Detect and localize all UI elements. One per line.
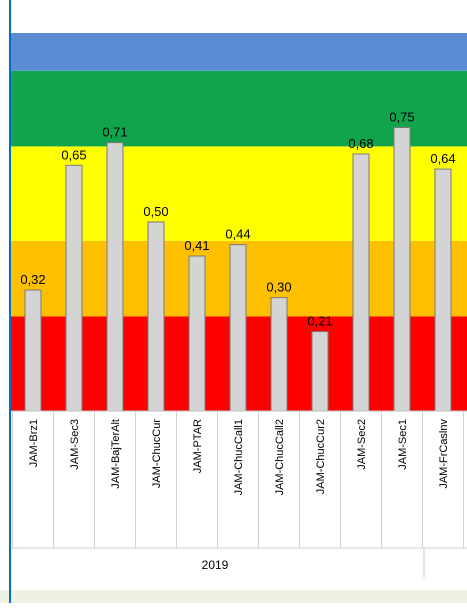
category-label: JAM-ChucCur2 xyxy=(315,419,327,494)
bar-JAM-Sec3 xyxy=(65,164,83,412)
value-label: 0,64 xyxy=(430,151,455,166)
bar-JAM-ChucCall2 xyxy=(270,297,288,412)
category-label: JAM-Sec3 xyxy=(69,419,81,470)
axis-background xyxy=(10,411,467,548)
value-label: 0,71 xyxy=(102,125,127,140)
category-axis: JAM-Brz1 JAM-Sec3 JAM-BajTerAlt JAM-ChucCur… xyxy=(10,410,467,578)
value-label: 0,75 xyxy=(389,110,414,125)
category-label: JAM-FrCaslnv xyxy=(438,419,450,489)
band-2 xyxy=(10,146,467,241)
bar-JAM-ChucCall1 xyxy=(229,244,247,412)
value-label: 0,50 xyxy=(143,204,168,219)
bar-JAM-FrCaslnv xyxy=(434,168,452,412)
bars xyxy=(24,127,452,412)
bar-JAM-PTAR xyxy=(188,255,206,412)
value-label: 0,65 xyxy=(61,147,86,162)
category-label: JAM-ChucCall2 xyxy=(274,419,286,495)
bar-JAM-ChucCur xyxy=(147,221,165,412)
band-3 xyxy=(10,70,467,147)
group-label-year: 2019 xyxy=(202,558,229,572)
value-label: 0,30 xyxy=(266,280,291,295)
bar-JAM-BajTerAlt xyxy=(106,142,124,412)
value-label: 0,68 xyxy=(348,136,373,151)
bar-JAM-Sec1 xyxy=(393,127,411,412)
footer-strip xyxy=(0,590,467,603)
bar-JAM-Sec2 xyxy=(352,153,370,412)
category-label: JAM-Sec2 xyxy=(356,419,368,470)
value-label: 0,21 xyxy=(307,314,332,329)
value-label: 0,41 xyxy=(184,238,209,253)
category-label: JAM-Sec1 xyxy=(397,419,409,470)
category-label: JAM-Brz1 xyxy=(28,419,40,467)
value-label: 0,32 xyxy=(20,272,45,287)
category-label: JAM-PTAR xyxy=(192,419,204,473)
value-label: 0,44 xyxy=(225,227,250,242)
band-4 xyxy=(10,33,467,71)
bar-JAM-ChucCur2 xyxy=(311,331,329,412)
category-label: JAM-ChucCur xyxy=(151,419,163,488)
category-label: JAM-BajTerAlt xyxy=(110,419,122,489)
category-label: JAM-ChucCall1 xyxy=(233,419,245,495)
bar-JAM-Brz1 xyxy=(24,289,42,412)
value-labels: 0,32 0,65 0,71 0,50 0,41 0,44 0,30 0,21 0,68 0,75… xyxy=(20,110,455,329)
